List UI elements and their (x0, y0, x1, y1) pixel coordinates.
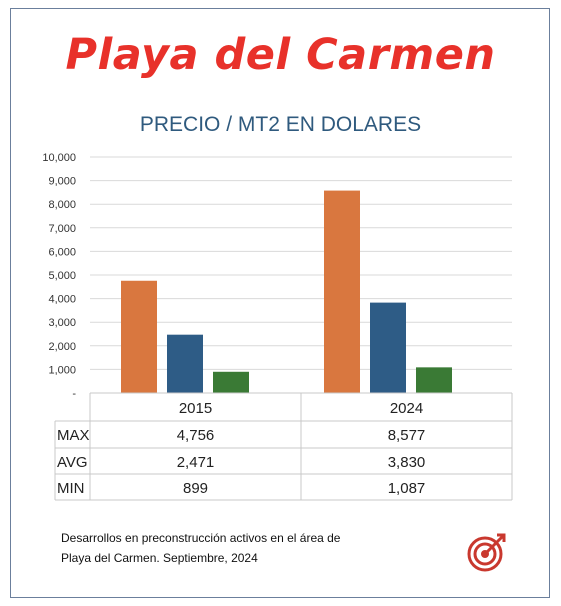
bar-min-2015 (213, 371, 249, 393)
series-label: MAX (57, 427, 90, 444)
y-tick-label: 6,000 (48, 246, 76, 258)
y-tick-label: 7,000 (48, 223, 76, 235)
y-tick-label: 5,000 (48, 270, 76, 282)
footnote-line-1: Desarrollos en preconstrucción activos e… (61, 531, 341, 545)
category-label: 2024 (390, 400, 423, 417)
page-frame (10, 8, 550, 598)
bar-max-2024 (324, 190, 360, 393)
bar-max-2015 (121, 280, 157, 393)
series-label: MIN (57, 480, 85, 497)
data-label: 3,830 (388, 454, 426, 471)
data-label: 899 (183, 480, 208, 497)
target-arrow-icon (466, 530, 510, 574)
bar-chart: - 1,000 2,000 3,000 4,000 5,000 6,000 7,000 8,00… (42, 152, 513, 501)
y-tick-label: - (72, 388, 76, 400)
y-tick-label: 9,000 (48, 176, 76, 188)
page-headline: Playa del Carmen (65, 30, 496, 80)
y-tick-label: 4,000 (48, 294, 76, 306)
y-tick-label: 2,000 (48, 341, 76, 353)
y-tick-label: 10,000 (42, 152, 76, 164)
footnote: Desarrollos en preconstrucción activos e… (61, 528, 401, 568)
bar-avg-2024 (370, 302, 406, 393)
data-label: 8,577 (388, 427, 426, 444)
data-label: 1,087 (388, 480, 426, 497)
chart-title: PRECIO / MT2 EN DOLARES (139, 113, 422, 136)
data-label: 2,471 (177, 454, 215, 471)
bar-avg-2015 (167, 334, 203, 393)
category-label: 2015 (179, 400, 212, 417)
bar-min-2024 (416, 367, 452, 393)
footnote-line-2: Playa del Carmen. Septiembre, 2024 (61, 551, 258, 565)
y-tick-label: 1,000 (48, 364, 76, 376)
y-tick-label: 8,000 (48, 199, 76, 211)
y-tick-label: 3,000 (48, 317, 76, 329)
data-label: 4,756 (177, 427, 215, 444)
series-label: AVG (57, 454, 88, 471)
